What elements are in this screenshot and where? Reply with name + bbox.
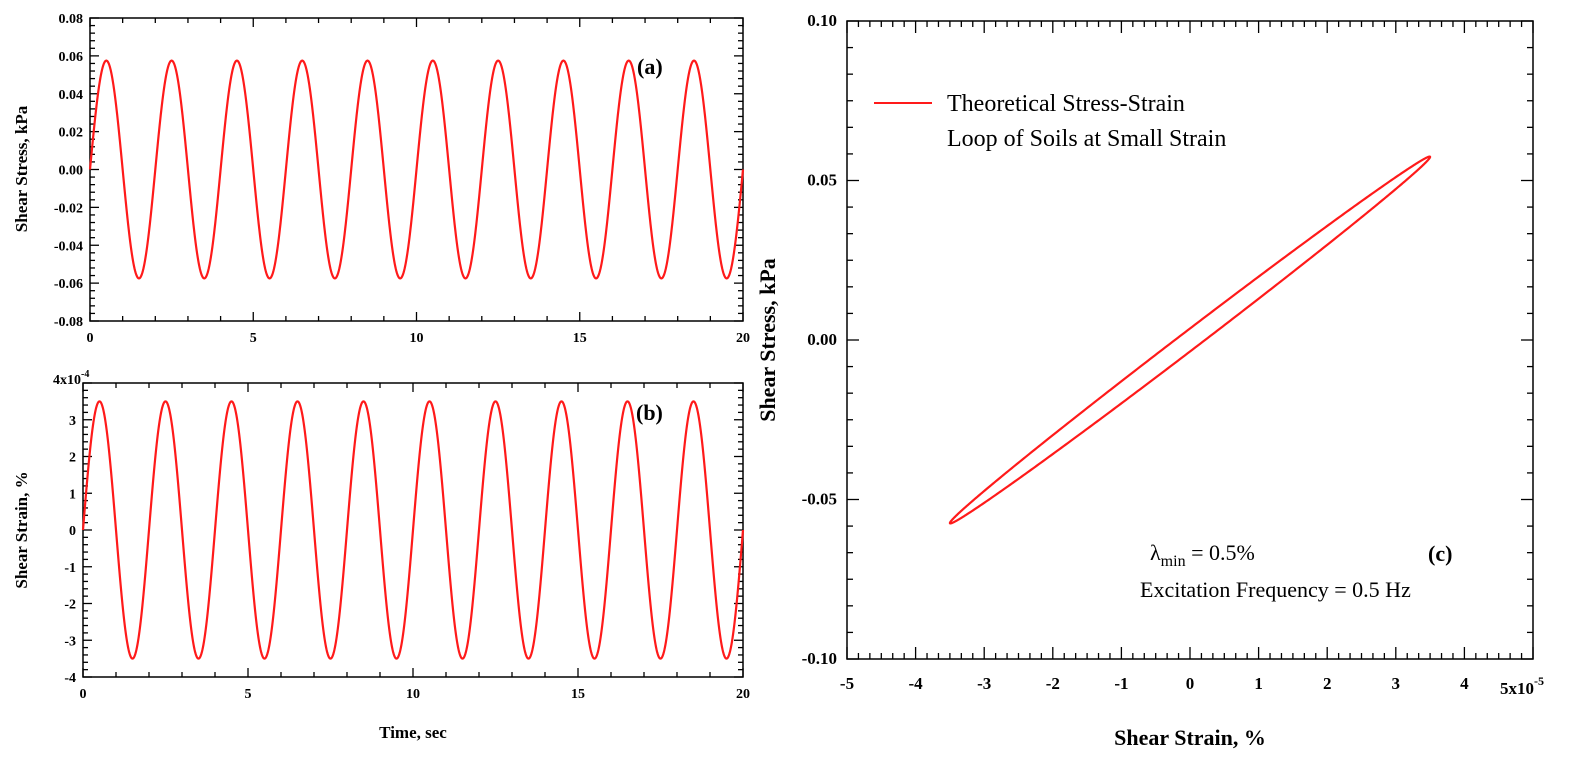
x-tick-label: 4 [1460,674,1469,693]
x-tick-label: 5 [250,331,257,346]
y-tick-label: -1 [64,561,76,576]
x-tick-label: -4 [909,674,924,693]
y-tick-label: -0.04 [54,239,83,254]
y-tick-label: 1 [69,487,76,502]
y-tick-label: 2 [69,451,76,466]
y-tick-label: 0.00 [807,330,837,349]
ticks-c: -5 -4 -3 -2 -1 0 1 2 3 4 -0.10 -0.05 0.00 0.05 0.10 [802,11,1534,693]
x-tick-label: 2 [1323,674,1332,693]
legend-line1: Theoretical Stress-Strain [947,91,1185,117]
y-tick-label: 0.05 [807,171,837,190]
lambda-annotation: λmin = 0.5% [1150,540,1255,570]
x-tick-label: 15 [571,687,585,702]
y-tick-label: -0.10 [802,649,837,668]
ticks-b: 0 5 10 15 20 -4 -3 -2 -1 0 1 2 3 [64,382,750,702]
x-axis-title-c: Shear Strain, % [1114,725,1266,750]
series-shear-stress-a [88,59,745,280]
x-tick-label: 0 [87,331,94,346]
x-tick-label: 0 [80,687,87,702]
legend: Theoretical Stress-Strain Loop of Soils … [874,91,1226,152]
y-tick-label: -4 [64,671,76,686]
ticks-a: 0 5 10 15 20 -0.08 -0.06 -0.04 -0.02 0.00 0.02 0.04… [54,12,750,346]
y-axis-title-b: Shear Strain, % [12,471,31,588]
panel-b: 0 5 10 15 20 -4 -3 -2 -1 0 1 2 3 (b) Shear Strain, %… [12,369,750,742]
series-shear-strain-b [81,400,745,660]
y-tick-label: 3 [69,414,76,429]
series-line [88,59,745,280]
x-tick-label: 15 [573,331,587,346]
excitation-frequency-annotation: Excitation Frequency = 0.5 Hz [1140,577,1411,602]
y-tick-label: -0.08 [54,315,83,330]
panel-a: 0 5 10 15 20 -0.08 -0.06 -0.04 -0.02 0.00 0.02 0.04… [12,12,750,346]
legend-line2: Loop of Soils at Small Strain [947,126,1226,152]
x-tick-label: 20 [736,331,750,346]
panel-label-c: (c) [1428,541,1452,566]
y-tick-label: -2 [64,598,76,613]
y-tick-label: -0.05 [802,490,837,509]
x-tick-label: -2 [1046,674,1060,693]
y-tick-label: 0.00 [59,164,84,179]
y-tick-label: 0.04 [59,88,84,103]
series-line [81,400,745,660]
y-tick-label: 0.10 [807,11,837,30]
y-tick-label: -0.06 [54,277,83,292]
x-tick-label: 0 [1186,674,1195,693]
series-stress-strain-loop [948,155,1432,525]
x-tick-label: 5 [245,687,252,702]
x-axis-title-b: Time, sec [379,723,447,742]
x-tick-label: -5 [840,674,854,693]
x-tick-label: -1 [1114,674,1128,693]
y-tick-label: 0.08 [59,12,84,27]
y-tick-label: -0.02 [54,201,83,216]
x-tick-label: 10 [406,687,420,702]
x-scale-label-c: 5x10-5 [1500,674,1544,698]
y-axis-title-a: Shear Stress, kPa [12,105,31,232]
y-axis-title-c: Shear Stress, kPa [755,258,780,422]
y-tick-label: 0 [69,524,76,539]
x-tick-label: 1 [1254,674,1263,693]
panel-label-a: (a) [637,54,663,79]
y-scale-label-b: 4x10-4 [53,369,89,388]
y-tick-label: 0.02 [59,126,84,141]
x-tick-label: 10 [410,331,424,346]
x-tick-label: 20 [736,687,750,702]
panel-c: -5 -4 -3 -2 -1 0 1 2 3 4 -0.10 -0.05 0.00 0.05 0.10 (c… [755,11,1544,750]
x-tick-label: -3 [977,674,991,693]
panel-label-b: (b) [636,400,663,425]
y-tick-label: 0.06 [59,50,84,65]
x-tick-label: 3 [1392,674,1401,693]
series-line [948,155,1432,525]
y-tick-label: -3 [64,634,76,649]
